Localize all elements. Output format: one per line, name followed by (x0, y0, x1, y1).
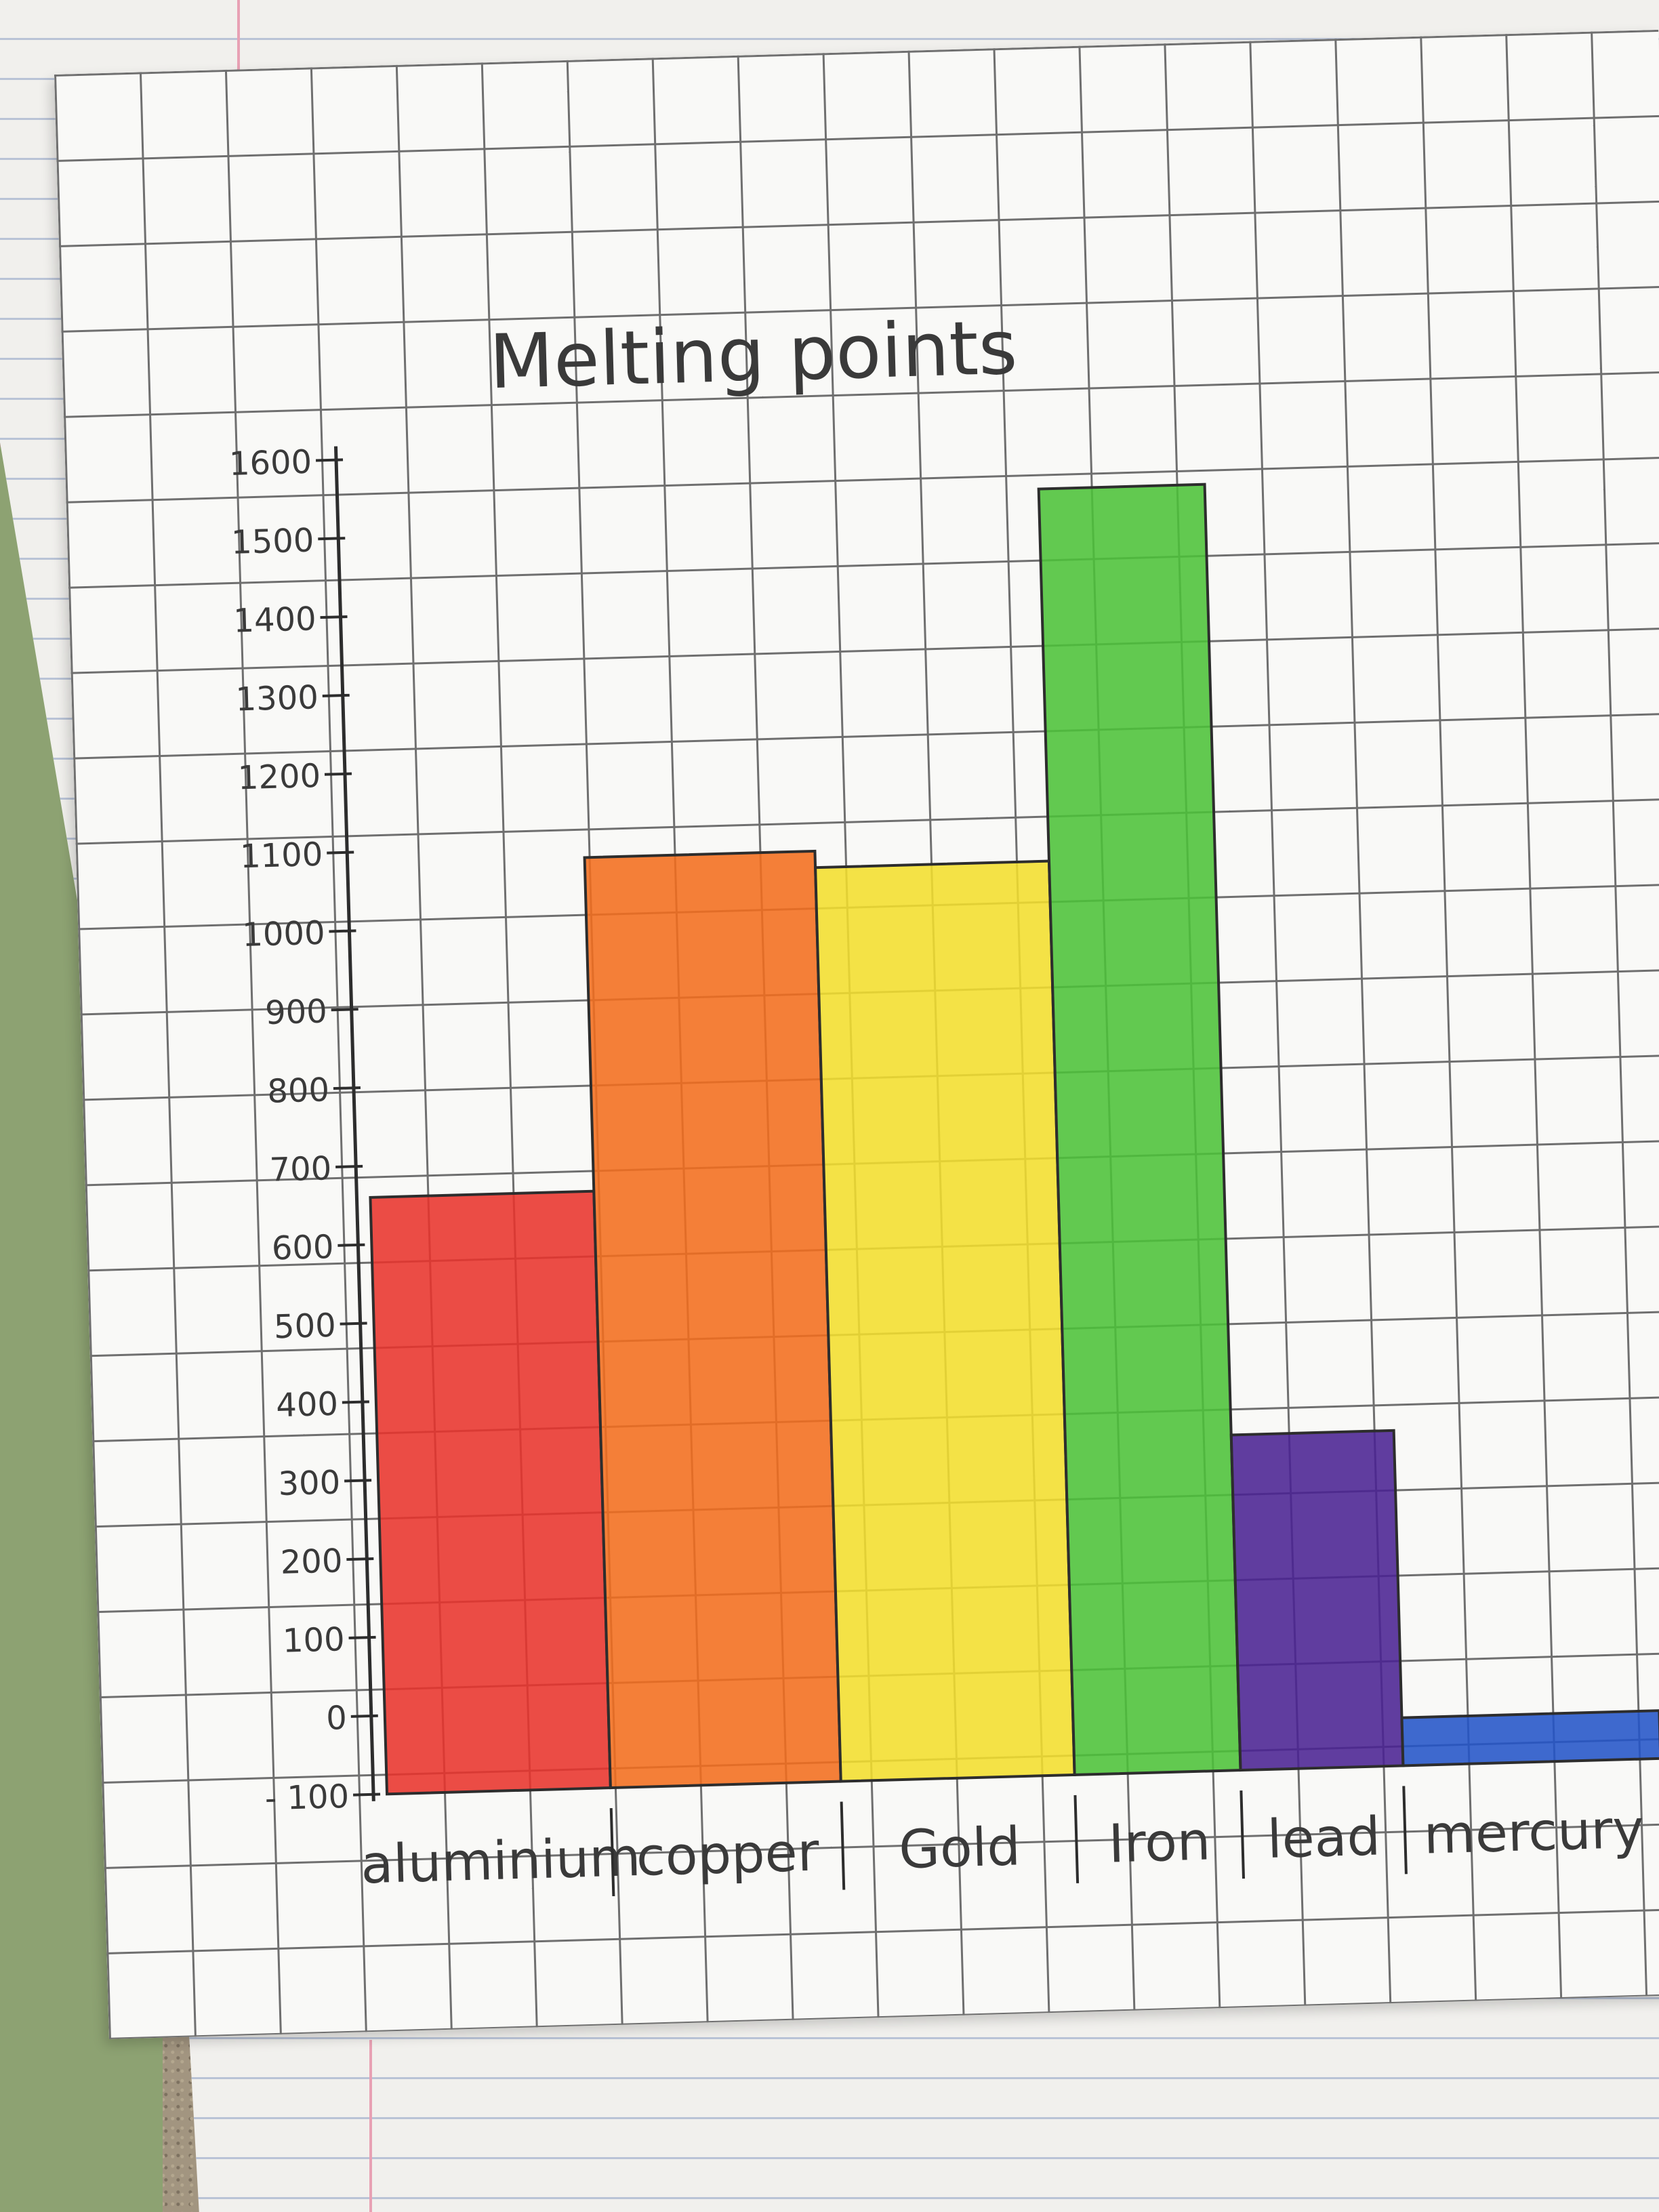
x-label-separator (840, 1801, 846, 1890)
bar-copper (583, 849, 842, 1790)
y-tick-label: - 100 (264, 1778, 350, 1818)
bar-group (369, 483, 1659, 1796)
margin-line-bottom (369, 2040, 372, 2212)
y-axis-line (333, 446, 375, 1801)
x-label-lead: lead (1267, 1806, 1381, 1870)
y-tick-mark (344, 1479, 372, 1483)
y-tick-label: 500 (273, 1307, 336, 1347)
y-tick-label: 900 (264, 992, 327, 1032)
y-tick-mark (331, 1008, 359, 1012)
y-tick-label: 1100 (239, 836, 323, 876)
y-tick-mark (350, 1714, 378, 1718)
melting-points-chart: Melting points 1600 1500 1400 1300 1200 1100 1… (228, 304, 1659, 1897)
y-tick-mark (324, 772, 352, 776)
y-tick-mark (315, 458, 344, 462)
y-tick-label: 1200 (237, 757, 321, 797)
x-label-separator (1240, 1790, 1246, 1879)
y-tick-mark (342, 1400, 369, 1404)
y-tick-label: 800 (267, 1071, 330, 1111)
y-tick-label: 400 (276, 1385, 339, 1425)
x-label-aluminium: aluminium (360, 1827, 641, 1896)
chart-title: Melting points (488, 304, 1018, 406)
y-tick-label: 200 (280, 1542, 343, 1582)
x-label-mercury: mercury (1423, 1799, 1645, 1866)
x-label-separator (609, 1807, 615, 1897)
x-label-separator (1402, 1786, 1408, 1875)
y-tick-mark (322, 693, 350, 697)
bar-gold (814, 859, 1076, 1783)
y-tick-label: 0 (326, 1699, 348, 1738)
y-tick-mark (329, 929, 356, 933)
y-tick-mark (335, 1164, 363, 1168)
y-tick-label: 300 (278, 1464, 341, 1504)
y-tick-label: 600 (271, 1228, 334, 1268)
y-tick-mark (348, 1635, 376, 1639)
y-tick-label: 700 (269, 1149, 332, 1189)
y-tick-label: 1400 (233, 600, 317, 640)
graph-paper-sheet: Melting points 1600 1500 1400 1300 1200 1100 1… (54, 29, 1659, 2039)
bar-iron (1037, 483, 1242, 1776)
x-label-iron: Iron (1108, 1811, 1212, 1875)
y-tick-mark (337, 1243, 365, 1247)
y-tick-label: 1500 (230, 521, 314, 561)
x-label-separator (1073, 1795, 1080, 1883)
y-tick-label: 1300 (235, 678, 319, 718)
bar-aluminium (369, 1189, 612, 1796)
bar-lead (1229, 1429, 1405, 1772)
y-tick-label: 1000 (242, 914, 326, 954)
bar-mercury (1400, 1709, 1659, 1767)
margin-line-top (237, 0, 240, 122)
y-axis-ticks: 1600150014001300120011001000900800700600… (228, 443, 381, 1818)
x-label-gold: Gold (898, 1816, 1021, 1881)
y-tick-mark (318, 537, 346, 541)
y-tick-label: 100 (282, 1620, 345, 1660)
x-label-copper: copper (636, 1822, 821, 1889)
y-tick-label: 1600 (228, 443, 312, 483)
